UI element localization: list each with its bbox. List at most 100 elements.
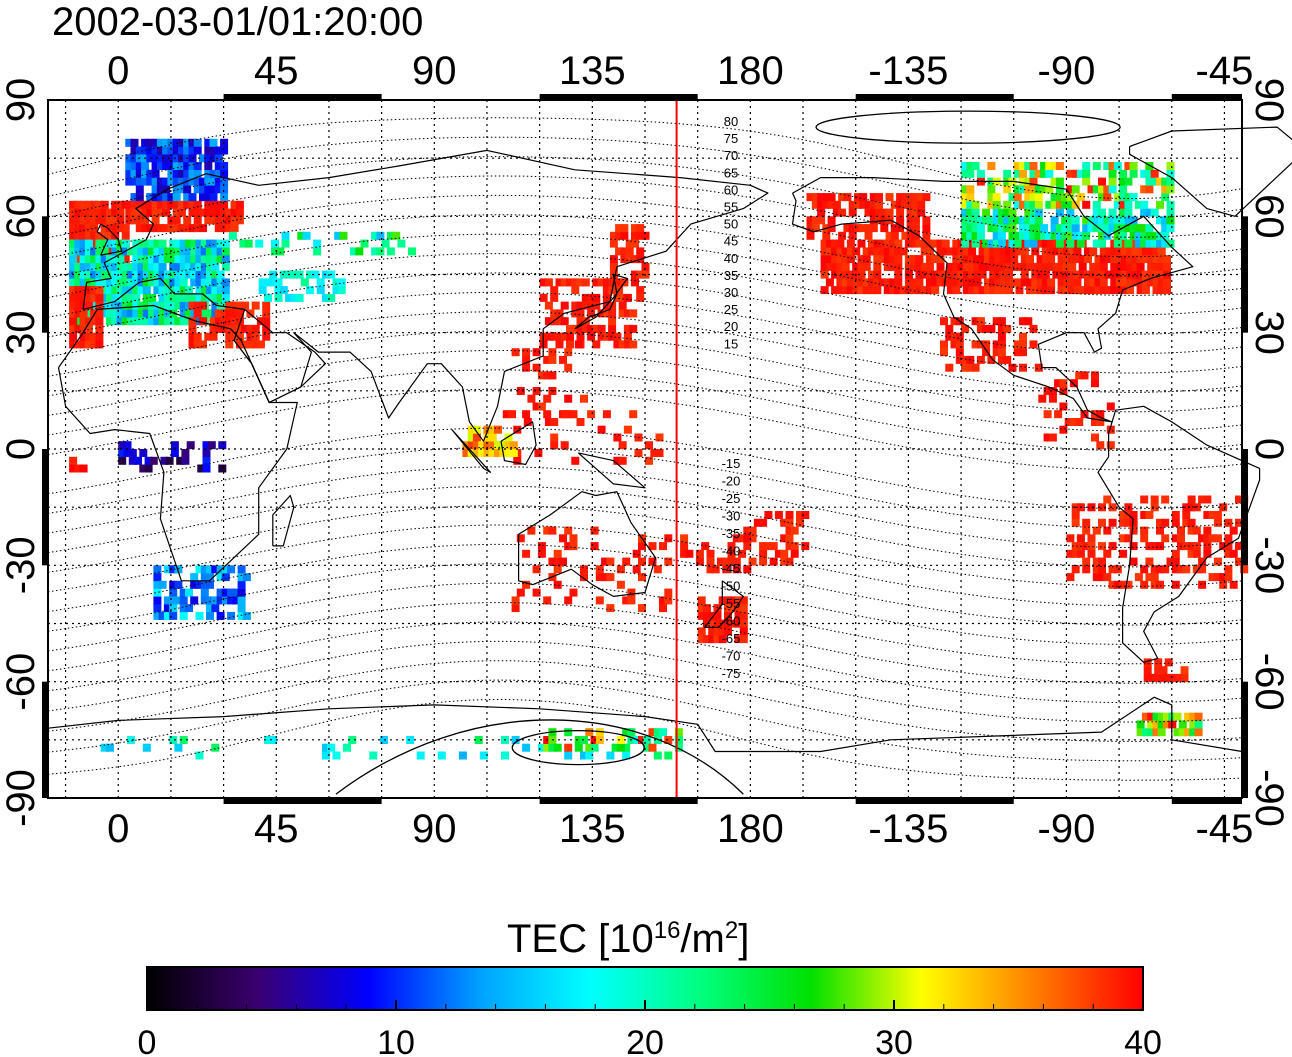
tec-pixel: [1115, 286, 1124, 295]
tec-pixel: [936, 239, 945, 248]
tec-pixel: [148, 317, 157, 326]
tec-pixel: [580, 573, 588, 582]
tec-pixel: [142, 317, 151, 326]
tec-pixel: [225, 208, 234, 217]
tec-pixel: [225, 301, 234, 310]
tec-pixel: [620, 247, 629, 256]
tec-pixel: [702, 611, 711, 620]
tec-pixel: [890, 224, 899, 233]
tec-pixel: [1129, 542, 1138, 551]
tec-pixel: [915, 286, 924, 295]
tec-pixel: [553, 565, 562, 574]
tec-pixel: [978, 270, 987, 279]
tec-pixel: [817, 208, 826, 217]
axis-bar-segment: [855, 94, 1014, 100]
tec-pixel: [555, 340, 564, 349]
tec-pixel: [1198, 580, 1207, 589]
tec-pixel: [230, 216, 239, 225]
tec-pixel: [158, 278, 167, 287]
tec-pixel: [516, 534, 525, 543]
tec-pixel: [1119, 580, 1128, 589]
tec-pixel: [1013, 193, 1022, 202]
tec-pixel: [966, 363, 975, 372]
tec-pixel: [987, 185, 996, 194]
tec-pixel: [1036, 278, 1045, 287]
tec-pixel: [1019, 340, 1027, 349]
tec-pixel: [74, 309, 83, 318]
tec-pixel: [141, 138, 150, 147]
tec-pixel: [116, 239, 125, 248]
tec-pixel: [1024, 162, 1033, 170]
tec-pixel: [727, 557, 736, 566]
tec-pixel: [1192, 503, 1201, 512]
right-lat-label: -90: [1247, 769, 1291, 827]
tec-pixel: [708, 627, 717, 636]
tec-pixel: [1073, 286, 1082, 295]
tec-pixel: [601, 573, 610, 582]
tec-pixel: [130, 193, 139, 202]
tec-pixel: [1098, 573, 1106, 582]
tec-pixel: [195, 247, 204, 256]
tec-pixel: [532, 348, 541, 357]
top-lon-label: -45: [1196, 49, 1254, 93]
tec-pixel: [262, 324, 271, 333]
tec-pixel: [623, 293, 632, 302]
tec-pixel: [1034, 185, 1043, 194]
tec-pixel: [632, 549, 641, 558]
tec-pixel: [163, 293, 172, 302]
tec-pixel: [1057, 286, 1066, 295]
tec-pixel: [511, 348, 520, 357]
tec-pixel: [1143, 666, 1152, 675]
tec-pixel: [116, 278, 125, 287]
tec-pixel: [706, 557, 715, 566]
tec-pixel: [602, 286, 611, 295]
tec-pixel: [169, 588, 178, 597]
tec-pixel: [146, 146, 155, 155]
tec-pixel: [69, 247, 78, 256]
tec-pixel: [84, 301, 93, 310]
tec-pixel: [1089, 278, 1098, 287]
tec-pixel: [142, 239, 151, 248]
tec-pixel: [214, 169, 223, 178]
tec-pixel: [1129, 511, 1138, 519]
tec-pixel: [1055, 177, 1064, 186]
tec-pixel: [188, 169, 197, 178]
tec-pixel: [992, 231, 1001, 240]
tec-pixel: [910, 262, 919, 271]
tec-pixel: [1066, 185, 1075, 194]
tec-pixel: [183, 169, 192, 178]
tec-pixel: [1136, 728, 1145, 737]
tec-pixel: [163, 309, 172, 318]
tec-pixel: [321, 293, 330, 302]
tec-pixel: [609, 239, 618, 248]
tec-pixel: [230, 224, 239, 233]
tec-pixel: [74, 231, 83, 240]
tec-pixel: [811, 216, 820, 225]
tec-pixel: [1052, 262, 1061, 271]
tec-pixel: [227, 588, 236, 597]
tec-pixel: [569, 410, 578, 419]
tec-pixel: [1145, 169, 1154, 178]
tec-pixel: [125, 138, 134, 147]
tec-pixel: [522, 410, 531, 419]
tec-pixel: [95, 317, 104, 326]
tec-pixel: [200, 293, 209, 302]
tec-pixel: [1120, 278, 1129, 287]
tec-pixel: [966, 200, 975, 209]
tec-pixel: [873, 247, 882, 256]
tec-pixel: [146, 200, 155, 209]
tec-pixel: [74, 324, 83, 333]
tec-pixel: [899, 247, 908, 256]
tec-pixel: [142, 270, 151, 279]
tec-pixel: [142, 278, 151, 287]
tec-pixel: [1136, 255, 1145, 264]
tec-pixel: [836, 247, 845, 256]
tec-pixel: [615, 278, 624, 287]
tec-pixel: [1108, 162, 1117, 170]
tec-pixel: [947, 278, 955, 287]
tec-world-map: 8075706560555045403530252015-15-20-25-30…: [0, 49, 1292, 851]
tec-pixel: [116, 301, 125, 310]
tec-pixel: [153, 573, 162, 582]
tec-pixel: [237, 565, 246, 574]
tec-pixel: [1182, 511, 1191, 519]
